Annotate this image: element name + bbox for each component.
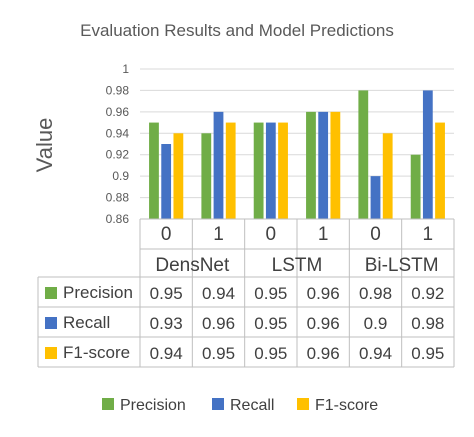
table-cell-value: 0.96 xyxy=(307,284,340,303)
table-cell-value: 0.95 xyxy=(202,344,235,363)
legend-label: Precision xyxy=(120,397,186,414)
table-cell-value: 0.95 xyxy=(254,344,287,363)
x-category-label: 0 xyxy=(266,224,277,245)
y-tick-label: 0.88 xyxy=(106,191,130,205)
bar-precision-5 xyxy=(410,154,421,219)
bar-f1-score-0 xyxy=(173,133,184,219)
x-category-label: 0 xyxy=(370,224,381,245)
x-category-label: 0 xyxy=(161,224,172,245)
legend: Precision Recall F1-score xyxy=(102,397,378,414)
table-cell-value: 0.96 xyxy=(307,314,340,333)
x-group-label: Bi-LSTM xyxy=(365,255,439,276)
bar-recall-2 xyxy=(265,122,276,219)
table-cell-value: 0.96 xyxy=(202,314,235,333)
bar-precision-0 xyxy=(149,122,159,219)
bar-f1-score-3 xyxy=(330,111,341,219)
table-cell-value: 0.94 xyxy=(150,344,183,363)
bar-precision-1 xyxy=(201,133,212,219)
table-cell-value: 0.98 xyxy=(411,314,444,333)
table-cell-value: 0.95 xyxy=(254,314,287,333)
bar-f1-score-2 xyxy=(278,122,288,219)
bar-precision-3 xyxy=(306,111,316,219)
table-cell-value: 0.9 xyxy=(364,314,388,333)
table-legend-key xyxy=(45,287,57,299)
table-series-label: F1-score xyxy=(63,343,130,362)
table-cell-value: 0.92 xyxy=(411,284,444,303)
bar-f1-score-1 xyxy=(225,122,236,219)
table-series-label: Precision xyxy=(63,283,133,302)
data-table: 0 1 0 1 0 1 DensNet LSTM Bi-LSTM Precision 0.95 0.9… xyxy=(37,218,455,368)
table-cell-value: 0.94 xyxy=(359,344,392,363)
y-tick-label: 0.96 xyxy=(106,105,130,119)
table-legend-key xyxy=(45,347,57,359)
x-category-label: 1 xyxy=(213,224,224,245)
table-series-label: Recall xyxy=(63,313,110,332)
grid: 0.86 0.88 0.9 0.92 0.94 0.96 0.98 1 xyxy=(106,62,454,226)
bar-recall-3 xyxy=(318,111,329,219)
table-cell-value: 0.93 xyxy=(150,314,183,333)
bar-precision-4 xyxy=(358,90,369,219)
table-cell-value: 0.95 xyxy=(150,284,183,303)
legend-key xyxy=(297,398,309,410)
y-tick-label: 0.86 xyxy=(106,212,130,226)
legend-key xyxy=(212,398,224,410)
x-category-label: 1 xyxy=(423,224,434,245)
x-group-label: DensNet xyxy=(155,255,230,276)
bar-precision-2 xyxy=(253,122,264,219)
bar-f1-score-4 xyxy=(382,133,393,219)
table-cell-value: 0.98 xyxy=(359,284,392,303)
bar-recall-0 xyxy=(161,144,172,219)
y-tick-label: 0.98 xyxy=(106,83,130,97)
table-cell-value: 0.94 xyxy=(202,284,235,303)
table-cell-value: 0.96 xyxy=(307,344,340,363)
x-category-label: 1 xyxy=(318,224,329,245)
x-group-label: LSTM xyxy=(272,255,323,276)
table-legend-key xyxy=(45,317,57,329)
bar-recall-5 xyxy=(422,90,433,219)
y-axis-title: Value xyxy=(32,118,57,173)
bar-recall-4 xyxy=(370,176,381,219)
bar-f1-score-5 xyxy=(435,122,445,219)
table-cell-value: 0.95 xyxy=(411,344,444,363)
y-tick-label: 0.94 xyxy=(106,126,130,140)
bar-recall-1 xyxy=(213,111,224,219)
chart-title: Evaluation Results and Model Predictions xyxy=(80,21,394,40)
y-tick-label: 0.92 xyxy=(106,148,130,162)
y-tick-label: 0.9 xyxy=(112,169,129,183)
legend-label: Recall xyxy=(230,397,274,414)
legend-key xyxy=(102,398,114,410)
legend-label: F1-score xyxy=(315,397,378,414)
table-cell-value: 0.95 xyxy=(254,284,287,303)
y-tick-label: 1 xyxy=(122,62,129,76)
bars xyxy=(149,90,445,219)
